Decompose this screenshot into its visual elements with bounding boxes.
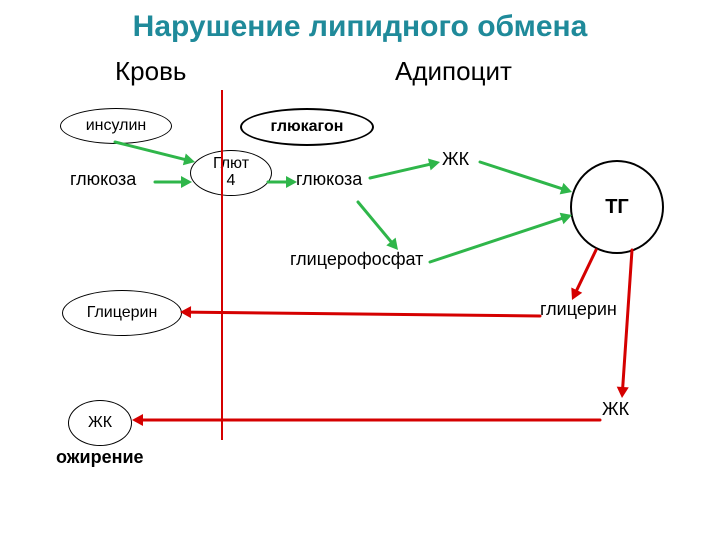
section-label-blood: Кровь (115, 58, 186, 85)
diagram-stage: Нарушение липидного обмена Кровь Адипоци… (0, 0, 720, 540)
page-title: Нарушение липидного обмена (0, 10, 720, 44)
label-glucose-left: глюкоза (70, 170, 136, 189)
label-glucose-right: глюкоза (296, 170, 362, 189)
label-zhk-bottom-right: ЖК (602, 400, 629, 419)
node-zhk-out: ЖК (68, 400, 132, 446)
arrow-green-3 (370, 159, 440, 178)
node-glycerin-out: Глицерин (62, 290, 182, 336)
label-zhk-top: ЖК (442, 150, 469, 169)
label-obesity: ожирение (56, 448, 144, 467)
node-glucagon: глюкагон (240, 108, 374, 146)
node-glut4: Глют 4 (190, 150, 272, 196)
label-glycerophosphate: глицерофосфат (290, 250, 423, 269)
arrow-green-4 (480, 162, 572, 194)
arrow-green-1 (155, 176, 192, 188)
arrow-red-2 (617, 250, 632, 398)
arrow-green-2 (268, 176, 297, 188)
label-glycerin-right: глицерин (540, 300, 617, 319)
node-tg: ТГ (570, 160, 664, 254)
node-insulin: инсулин (60, 108, 172, 144)
section-label-adipocyte: Адипоцит (395, 58, 512, 85)
arrow-green-0 (115, 142, 195, 165)
arrow-red-1 (180, 306, 540, 318)
arrow-red-0 (571, 250, 596, 300)
arrow-green-6 (430, 213, 572, 262)
arrow-red-3 (132, 414, 600, 426)
arrow-green-5 (358, 202, 398, 250)
